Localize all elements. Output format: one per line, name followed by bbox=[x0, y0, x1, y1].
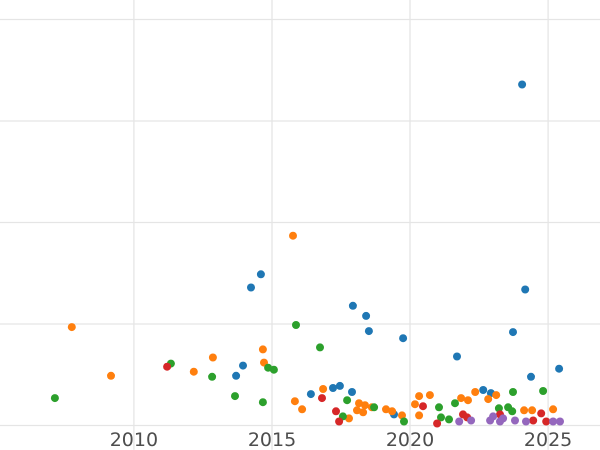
data-point-series-purple bbox=[455, 417, 464, 426]
data-point-series-orange bbox=[361, 401, 369, 410]
data-point-series-purple bbox=[467, 416, 476, 425]
data-point-series-green bbox=[539, 387, 548, 395]
data-point-series-orange bbox=[549, 405, 558, 414]
data-point-series-blue bbox=[364, 327, 373, 336]
data-point-series-red bbox=[332, 407, 340, 416]
data-point-series-orange bbox=[415, 411, 424, 420]
data-point-series-orange bbox=[258, 345, 267, 354]
data-point-series-blue bbox=[329, 384, 337, 392]
data-point-series-blue bbox=[348, 301, 357, 310]
data-point-series-purple bbox=[489, 412, 498, 421]
data-point-series-purple bbox=[522, 417, 530, 426]
data-point-series-orange bbox=[319, 385, 328, 393]
data-point-series-blue bbox=[453, 352, 461, 361]
data-point-series-orange bbox=[388, 407, 397, 416]
data-point-series-orange bbox=[398, 411, 406, 420]
data-point-series-orange bbox=[107, 371, 115, 380]
data-point-series-blue bbox=[527, 372, 535, 381]
data-point-series-orange bbox=[471, 388, 480, 396]
data-point-series-blue bbox=[509, 328, 517, 337]
data-point-series-orange bbox=[464, 396, 472, 405]
data-point-series-orange bbox=[208, 353, 217, 362]
data-point-series-green bbox=[343, 396, 352, 405]
data-point-series-blue bbox=[399, 334, 408, 343]
data-point-series-orange bbox=[411, 400, 419, 409]
data-point-series-blue bbox=[239, 361, 247, 370]
x-tick-label: 2020 bbox=[386, 429, 434, 450]
x-tick-label: 2025 bbox=[524, 429, 572, 450]
data-point-series-red bbox=[529, 416, 538, 425]
data-point-series-orange bbox=[353, 406, 361, 415]
data-point-series-blue bbox=[256, 270, 265, 279]
data-point-series-green bbox=[208, 372, 217, 381]
x-tick-label: 2015 bbox=[248, 429, 296, 450]
data-point-series-red bbox=[419, 402, 427, 411]
data-point-series-green bbox=[435, 403, 443, 412]
data-point-series-blue bbox=[335, 381, 344, 390]
data-point-series-orange bbox=[298, 405, 307, 414]
data-point-series-orange bbox=[457, 394, 466, 403]
data-point-series-orange bbox=[189, 367, 198, 376]
data-point-series-orange bbox=[382, 405, 390, 414]
data-point-series-orange bbox=[528, 406, 537, 415]
data-point-series-green bbox=[231, 392, 239, 401]
data-point-series-red bbox=[163, 362, 172, 371]
data-point-series-green bbox=[445, 415, 453, 424]
data-point-series-green bbox=[494, 404, 503, 413]
data-point-series-green bbox=[316, 343, 324, 352]
data-point-series-orange bbox=[520, 406, 529, 415]
data-point-series-red bbox=[318, 394, 326, 403]
data-point-series-blue bbox=[555, 364, 564, 373]
data-point-series-blue bbox=[362, 311, 371, 320]
data-point-series-green bbox=[269, 365, 278, 374]
data-point-series-orange bbox=[492, 391, 501, 400]
data-point-series-green bbox=[292, 321, 300, 329]
data-point-series-red bbox=[542, 417, 551, 426]
data-point-series-green bbox=[50, 394, 59, 403]
data-point-series-green bbox=[509, 388, 517, 396]
data-point-series-blue bbox=[518, 80, 527, 89]
data-point-series-purple bbox=[556, 417, 564, 426]
data-point-series-blue bbox=[348, 388, 356, 396]
data-point-series-green bbox=[451, 399, 459, 408]
data-point-series-red bbox=[433, 419, 442, 428]
data-point-series-green bbox=[370, 403, 379, 412]
data-point-series-purple bbox=[511, 416, 519, 425]
x-tick-label: 2010 bbox=[110, 429, 158, 450]
data-point-series-purple bbox=[499, 414, 508, 423]
data-point-series-green bbox=[400, 417, 408, 426]
data-point-series-blue bbox=[232, 371, 241, 380]
data-point-series-blue bbox=[479, 386, 488, 394]
data-point-series-green bbox=[258, 398, 267, 407]
data-point-series-orange bbox=[484, 395, 493, 404]
data-point-series-orange bbox=[415, 392, 424, 401]
data-point-series-blue bbox=[521, 285, 530, 294]
data-point-series-green bbox=[437, 413, 445, 422]
data-point-series-blue bbox=[306, 390, 315, 399]
data-point-series-orange bbox=[359, 408, 368, 417]
data-point-series-red bbox=[537, 409, 546, 418]
data-point-series-orange bbox=[67, 323, 76, 332]
data-point-series-purple bbox=[549, 417, 558, 426]
data-point-series-orange bbox=[425, 391, 434, 400]
data-point-series-orange bbox=[290, 397, 299, 406]
data-point-series-red bbox=[335, 417, 344, 426]
data-point-series-orange bbox=[289, 231, 297, 240]
data-point-series-green bbox=[508, 407, 517, 416]
data-point-series-orange bbox=[345, 414, 353, 423]
data-point-series-blue bbox=[247, 283, 255, 292]
